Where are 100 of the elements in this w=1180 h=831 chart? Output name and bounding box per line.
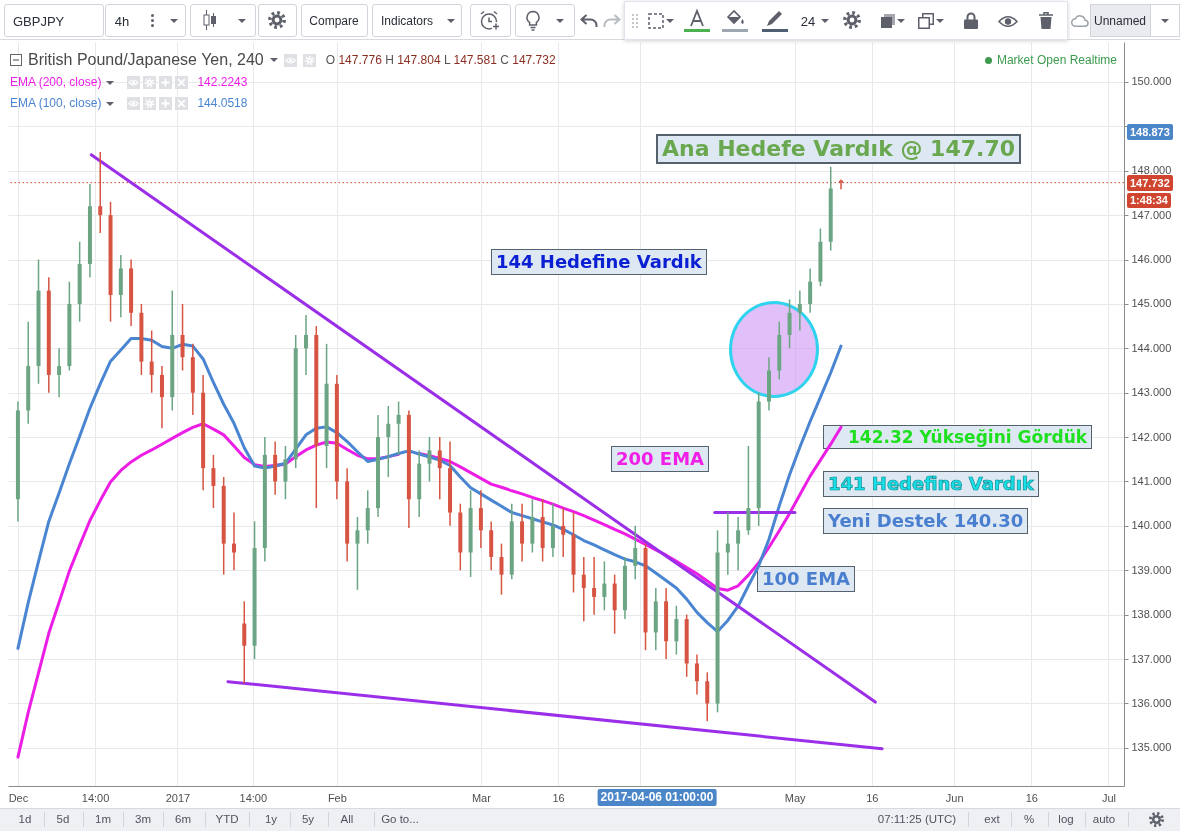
- ref-line-label: 147.732: [1127, 174, 1173, 191]
- candlestick: [839, 178, 843, 191]
- y-tick-label: 140.000: [1131, 519, 1172, 532]
- candlestick: [550, 502, 555, 558]
- x-tick-label: 14:00: [81, 791, 110, 804]
- annotation: 100 EMA: [757, 566, 855, 592]
- candlestick: [499, 542, 504, 596]
- candlestick: [561, 507, 566, 558]
- text: 4h: [114, 13, 130, 29]
- candlestick: [478, 489, 483, 549]
- text: 1:48:34: [1127, 192, 1171, 208]
- candlestick: [242, 600, 247, 685]
- text: GBPJPY: [13, 13, 65, 29]
- x-tick-label: Jun: [945, 791, 964, 804]
- text: %: [1023, 813, 1035, 826]
- x-tick-label: Jul: [1101, 791, 1117, 804]
- y-tick-label: 150.000: [1131, 75, 1172, 88]
- x-tick-label: Feb: [327, 791, 347, 804]
- y-tick-label: 141.000: [1131, 474, 1172, 487]
- text: All: [340, 813, 354, 826]
- y-tick-label: 146.000: [1131, 253, 1172, 266]
- candlestick: [592, 556, 597, 616]
- candlestick: [57, 347, 62, 398]
- text: Compare: [309, 14, 359, 28]
- candlestick: [231, 511, 236, 572]
- candlestick: [386, 405, 391, 478]
- y-tick-label: 148.000: [1131, 164, 1172, 177]
- candlestick: [159, 365, 164, 429]
- text: YTD: [215, 813, 239, 826]
- candlestick: [365, 489, 370, 545]
- y-tick-label: 142.000: [1131, 430, 1172, 443]
- annotation: O 147.776 H 147.804 L 147.581 C 147.732: [325, 53, 556, 67]
- text: Unnamed: [1093, 14, 1147, 28]
- x-tick-label: Mar: [471, 791, 492, 804]
- text: 1y: [264, 813, 278, 826]
- y-tick-label: 143.000: [1131, 386, 1172, 399]
- annotation: 200 EMA: [611, 446, 709, 472]
- text: Indicators: [380, 14, 434, 28]
- x-tick-label: 16: [1025, 791, 1038, 804]
- y-tick-label: 144.000: [1131, 341, 1172, 354]
- text: ext: [984, 813, 1000, 826]
- candlestick: [283, 445, 288, 500]
- candlestick: [180, 303, 185, 372]
- text: log: [1058, 813, 1074, 826]
- x-tick-label: May: [784, 791, 807, 804]
- annotation: 142.2243: [197, 74, 248, 91]
- candlestick: [520, 502, 525, 563]
- candlestick: [633, 525, 638, 580]
- text: 5y: [301, 813, 315, 826]
- candlestick: [705, 671, 710, 722]
- annotation: Market Open Realtime: [996, 53, 1117, 67]
- text: 6m: [175, 813, 191, 826]
- candlestick: [736, 516, 741, 572]
- candlestick: [355, 516, 360, 591]
- text: Go to...: [381, 813, 419, 826]
- candlestick: [149, 329, 154, 394]
- y-tick-label: 137.000: [1131, 652, 1172, 665]
- x-tick-label: 2017: [165, 791, 191, 804]
- candlestick: [602, 560, 607, 611]
- y-tick-label: 147.000: [1131, 208, 1172, 221]
- text: 2017-04-06 01:00:00: [597, 789, 717, 806]
- text: EMA (100, close): [10, 95, 102, 112]
- y-tick-label: 136.000: [1131, 696, 1172, 709]
- text: auto: [1092, 813, 1116, 826]
- x-tick-label: Dec: [8, 791, 29, 804]
- x-tick-label: 16: [552, 791, 565, 804]
- candlestick: [211, 454, 216, 509]
- candlestick: [808, 267, 813, 314]
- annotation: 142.32 Yükseğini Gördük: [823, 425, 1093, 450]
- candlestick: [427, 436, 432, 483]
- candlestick: [581, 556, 586, 623]
- candlestick: [694, 653, 699, 696]
- text: 148.873: [1127, 124, 1173, 140]
- candlestick: [674, 605, 679, 656]
- text: 1d: [18, 813, 32, 826]
- candlestick: [725, 511, 730, 576]
- candlestick: [797, 289, 802, 332]
- annotation: Ana Hedefe Vardık @ 147.70: [656, 134, 1021, 165]
- text: 1m: [95, 813, 111, 826]
- annotation: Yeni Destek 140.30: [823, 508, 1029, 534]
- text: 3m: [135, 813, 151, 826]
- text: 24: [800, 13, 816, 29]
- annotation: 141 Hedefine Vardık: [823, 471, 1039, 497]
- y-tick-label: 139.000: [1131, 563, 1172, 576]
- x-tick-label: 14:00: [239, 791, 268, 804]
- candlestick: [304, 314, 308, 376]
- candlestick: [437, 436, 442, 500]
- text: British Pound/Japanese Yen, 240: [28, 51, 264, 69]
- text: 5d: [56, 813, 70, 826]
- text: 07:11:25 (UTC): [877, 813, 957, 826]
- y-tick-label: 145.000: [1131, 297, 1172, 310]
- y-tick-label: 138.000: [1131, 608, 1172, 621]
- candlestick: [746, 445, 751, 536]
- candlestick: [396, 400, 401, 456]
- text: EMA (200, close): [10, 74, 102, 91]
- x-tick-label: 16: [866, 791, 879, 804]
- annotation: 144.0518: [197, 95, 248, 112]
- annotation: 144 Hedefine Vardık: [491, 249, 707, 275]
- y-tick-label: 135.000: [1131, 741, 1172, 754]
- candlestick: [787, 298, 792, 350]
